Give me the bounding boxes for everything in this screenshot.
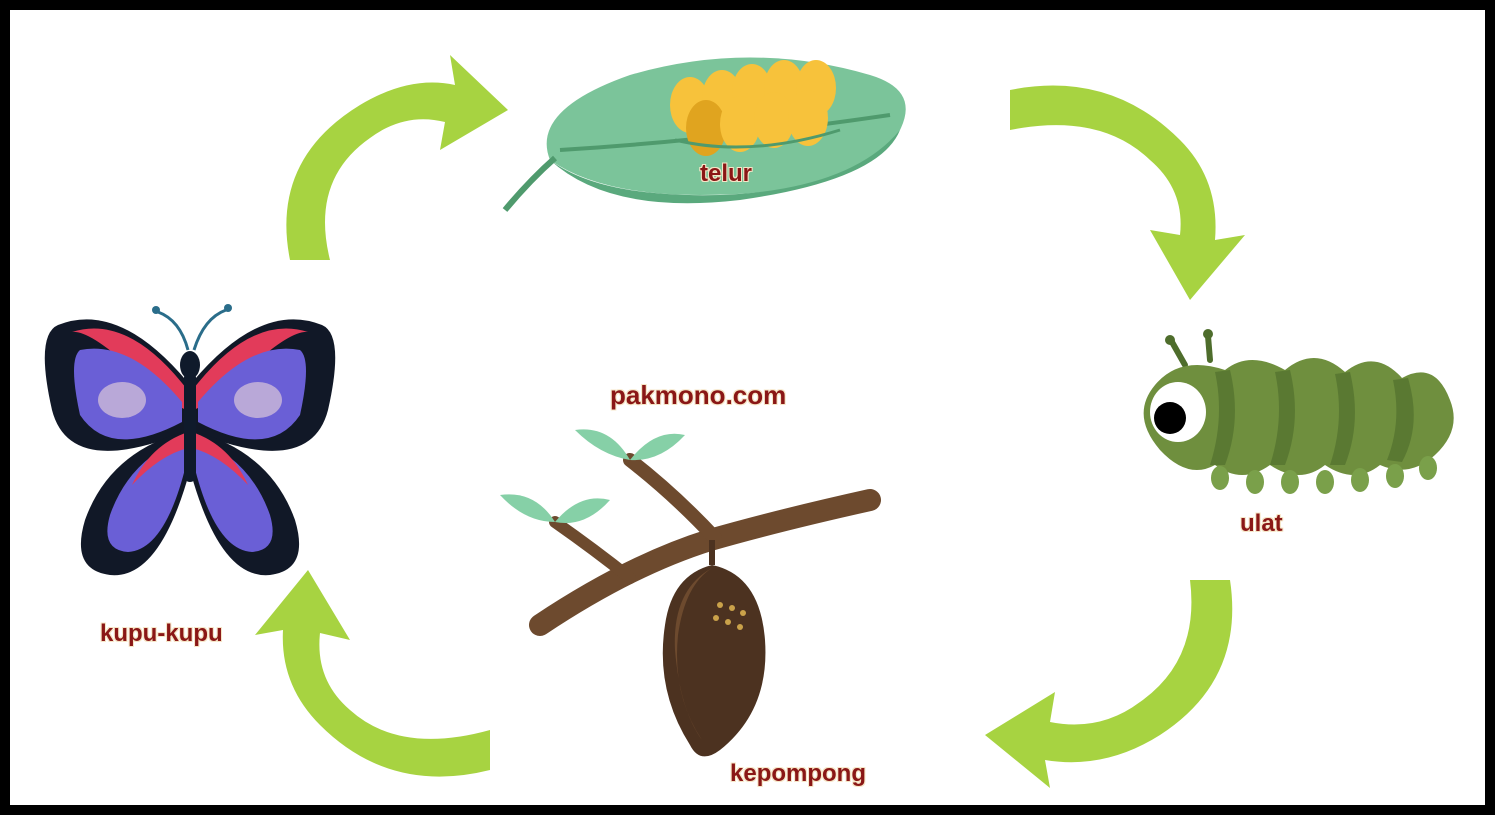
stage-kupukupu <box>40 290 340 590</box>
arrow-kepompong-to-kupukupu <box>250 570 510 800</box>
label-kupukupu: kupu-kupu <box>100 620 223 648</box>
stage-telur <box>490 30 930 220</box>
label-ulat: ulat <box>1240 510 1283 538</box>
arrow-ulat-to-kepompong <box>970 570 1250 790</box>
label-telur: telur <box>700 160 752 188</box>
outer-frame: telur ulat kepompong kupu-kupu pakmono.c… <box>0 0 1495 815</box>
arrow-telur-to-ulat <box>990 50 1250 310</box>
watermark-text: pakmono.com <box>610 380 786 411</box>
caterpillar-icon <box>1144 329 1454 494</box>
label-kepompong: kepompong <box>730 760 866 788</box>
cocoon-icon <box>663 540 766 756</box>
stage-kepompong <box>480 410 880 770</box>
diagram-canvas: telur ulat kepompong kupu-kupu pakmono.c… <box>10 10 1485 805</box>
arrow-kupukupu-to-telur <box>250 50 510 280</box>
butterfly-icon <box>45 304 335 575</box>
stage-ulat <box>1130 330 1460 520</box>
